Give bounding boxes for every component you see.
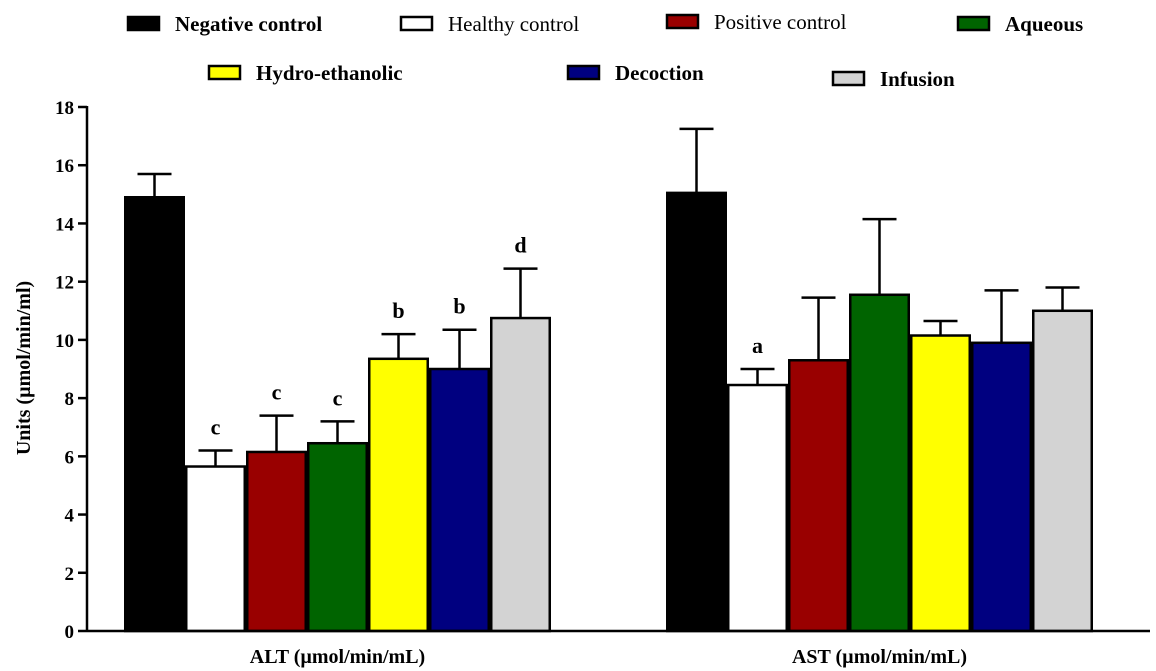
legend-swatch-negative-control: [126, 15, 161, 32]
legend: Negative control Healthy control Positive …: [126, 10, 1083, 91]
y-tick-label-14: 14: [55, 214, 75, 235]
sig-label-decoction-0: b: [453, 294, 465, 319]
bar-aqueous-1: [849, 293, 910, 633]
legend-item-negative-control: Negative control: [126, 12, 322, 36]
sig-label-hydro-ethanolic-0: b: [392, 298, 404, 323]
legend-swatch-hydro-ethanolic: [207, 64, 242, 81]
bar-positive-control-0: [246, 450, 307, 633]
bar-hydro-ethanolic-0: [368, 357, 429, 633]
legend-item-decoction: Decoction: [566, 61, 704, 85]
bar-infusion-0: [490, 316, 551, 633]
y-tick-label-8: 8: [65, 389, 75, 410]
legend-item-aqueous: Aqueous: [956, 12, 1083, 36]
bar-hydro-ethanolic-1: [910, 334, 971, 633]
bars: c c c b b d a: [124, 127, 1093, 633]
bar-decoction-0: [429, 367, 490, 633]
legend-swatch-positive-control: [665, 13, 700, 30]
legend-item-positive-control: Positive control: [665, 10, 847, 34]
bar-negative-control-0: [124, 195, 185, 633]
legend-item-infusion: Infusion: [831, 67, 955, 91]
bar-healthy-control-1: [727, 383, 788, 633]
sig-label-infusion-0: d: [514, 233, 526, 258]
legend-label-healthy-control: Healthy control: [448, 12, 579, 36]
y-tick-label-2: 2: [65, 564, 75, 585]
legend-label-infusion: Infusion: [880, 67, 955, 91]
y-tick-label-4: 4: [65, 506, 75, 527]
sig-label-healthy-control-0: c: [211, 415, 221, 440]
legend-label-aqueous: Aqueous: [1005, 12, 1083, 36]
legend-label-negative-control: Negative control: [175, 12, 322, 36]
legend-swatch-decoction: [566, 64, 601, 81]
legend-item-hydro-ethanolic: Hydro-ethanolic: [207, 61, 403, 85]
y-axis: 0 2 4 6 8 10 12 14 16 18: [55, 98, 89, 643]
bar-decoction-1: [971, 341, 1032, 633]
legend-swatch-infusion: [831, 70, 866, 87]
sig-label-positive-control-0: c: [272, 380, 282, 405]
sig-label-healthy-control-1: a: [752, 333, 763, 358]
y-tick-label-12: 12: [55, 273, 74, 294]
y-tick-label-18: 18: [55, 98, 74, 119]
y-tick-label-10: 10: [55, 331, 74, 352]
legend-swatch-healthy-control: [399, 15, 434, 32]
y-tick-label-0: 0: [65, 622, 75, 643]
bar-infusion-1: [1032, 309, 1093, 633]
bar-healthy-control-0: [185, 465, 246, 633]
y-tick-label-16: 16: [55, 156, 74, 177]
bar-positive-control-1: [788, 359, 849, 633]
bar-aqueous-0: [307, 441, 368, 633]
bar-negative-control-1: [666, 191, 727, 633]
legend-label-decoction: Decoction: [615, 61, 704, 85]
legend-label-positive-control: Positive control: [714, 10, 847, 34]
sig-label-aqueous-0: c: [333, 385, 343, 410]
x-category-label-1: AST (µmol/min/mL): [792, 646, 967, 668]
legend-label-hydro-ethanolic: Hydro-ethanolic: [256, 61, 403, 85]
legend-item-healthy-control: Healthy control: [399, 12, 579, 36]
y-axis-title: Units (µmol/min/ml): [13, 281, 35, 455]
y-tick-label-6: 6: [65, 447, 75, 468]
x-category-label-0: ALT (µmol/min/mL): [250, 646, 425, 668]
x-axis: ALT (µmol/min/mL) AST (µmol/min/mL): [87, 629, 1150, 668]
legend-swatch-aqueous: [956, 15, 991, 32]
